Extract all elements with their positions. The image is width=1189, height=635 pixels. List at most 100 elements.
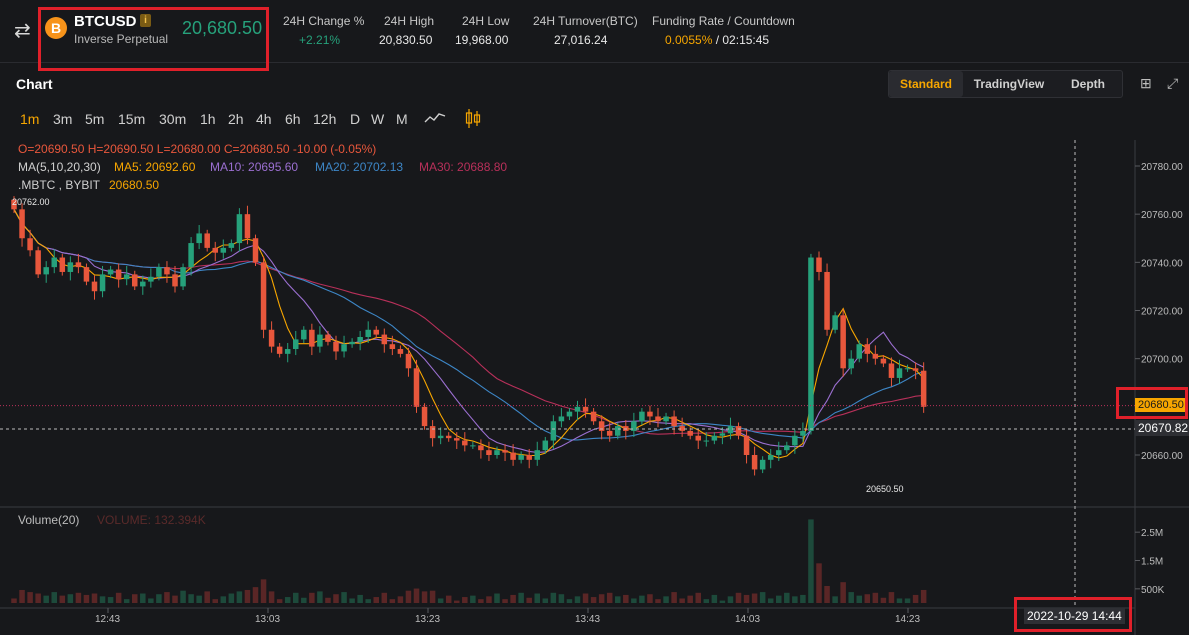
volume-bar <box>832 596 838 603</box>
candle-body <box>284 349 291 354</box>
volume-bar <box>437 598 444 603</box>
candle-body <box>880 358 887 364</box>
candle-body <box>75 262 82 268</box>
symbol-name[interactable]: BTCUSD <box>74 13 137 30</box>
stat-value-turnover: 27,016.24 <box>554 33 608 47</box>
swap-icon[interactable]: ⇄ <box>14 20 31 42</box>
volume-bar <box>864 594 871 603</box>
volume-bar <box>574 596 581 603</box>
candle-body <box>454 438 460 441</box>
volume-bar <box>623 594 629 603</box>
candle-body <box>494 450 500 455</box>
candle-body <box>888 363 895 378</box>
candle-body <box>687 430 693 436</box>
interval-4h[interactable]: 4h <box>256 111 272 127</box>
candle-body <box>244 214 251 239</box>
ma20-legend: MA20: 20702.13 <box>315 160 404 174</box>
volume-bar <box>462 597 468 603</box>
interval-m[interactable]: M <box>396 111 408 127</box>
volume-bar <box>784 592 790 603</box>
candle-body <box>51 257 57 268</box>
candlestick-icon[interactable] <box>465 108 481 130</box>
interval-d[interactable]: D <box>350 111 361 127</box>
volume-bar <box>904 598 911 603</box>
interval-2h[interactable]: 2h <box>228 111 244 127</box>
candle-body <box>421 406 428 427</box>
volume-bar <box>872 592 879 603</box>
price-tick-label: 20780.00 <box>1141 162 1183 173</box>
candle-body <box>510 452 516 460</box>
volume-bar <box>220 596 227 603</box>
volume-bar <box>776 595 782 603</box>
volume-tick-label: 500K <box>1141 585 1165 596</box>
fullscreen-icon[interactable]: ⤢ <box>1167 75 1179 91</box>
ma10-legend: MA10: 20695.60 <box>210 160 299 174</box>
volume-bar <box>204 591 210 603</box>
volume-bar <box>27 592 33 603</box>
index-legend: .MBTC , BYBIT <box>18 178 101 192</box>
volume-bar <box>687 595 693 603</box>
candle-body <box>164 267 170 275</box>
volume-bar <box>888 592 895 603</box>
line-chart-icon[interactable] <box>424 110 446 126</box>
volume-bar <box>252 587 259 603</box>
bitcoin-icon: B <box>45 17 67 39</box>
candle-body <box>486 450 492 455</box>
candle-body <box>341 344 347 352</box>
volume-tick-label: 2.5M <box>1141 528 1163 539</box>
stat-label-change: 24H Change % <box>283 14 365 28</box>
candle-body <box>800 430 806 436</box>
volume-bar <box>389 599 396 603</box>
ma30-legend: MA30: 20688.80 <box>419 160 508 174</box>
volume-bar <box>816 563 822 603</box>
interval-12h[interactable]: 12h <box>313 111 337 127</box>
tab-depth[interactable]: Depth <box>1071 77 1105 91</box>
interval-15m[interactable]: 15m <box>118 111 146 127</box>
volume-bar <box>293 592 299 603</box>
volume-bar <box>679 598 685 603</box>
candle-body <box>325 334 331 342</box>
candle-body <box>11 199 17 210</box>
candle-body <box>196 233 202 244</box>
volume-bar <box>429 590 436 603</box>
interval-6h[interactable]: 6h <box>285 111 301 127</box>
candle-body <box>405 353 412 369</box>
candle-body <box>268 329 275 347</box>
volume-bar <box>767 598 774 603</box>
ma-legend-title: MA(5,10,20,30) <box>18 160 101 174</box>
interval-w[interactable]: W <box>371 111 385 127</box>
info-icon[interactable]: i <box>140 14 151 27</box>
volume-bar <box>365 599 371 603</box>
price-chart[interactable]: 20780.00 20760.00 20740.00 20720.00 20700.00… <box>0 140 1189 635</box>
volume-bar <box>51 592 57 603</box>
candle-body <box>35 250 41 275</box>
volume-bar <box>43 595 49 603</box>
candle-body <box>719 433 726 436</box>
volume-bar <box>751 593 758 603</box>
candle-body <box>276 346 283 354</box>
interval-30m[interactable]: 30m <box>159 111 187 127</box>
interval-1h[interactable]: 1h <box>200 111 216 127</box>
grid-layout-icon[interactable]: ⊞ <box>1140 75 1152 91</box>
interval-3m[interactable]: 3m <box>53 111 73 127</box>
candle-body <box>735 426 742 436</box>
volume-bar <box>276 599 283 603</box>
candle-body <box>598 421 605 431</box>
volume-bar <box>333 594 339 603</box>
interval-1m[interactable]: 1m <box>20 111 40 127</box>
high-marker: 20762.00 <box>12 197 50 208</box>
candle-body <box>727 426 734 434</box>
candle-body <box>840 315 846 369</box>
candle-body <box>767 455 774 460</box>
interval-5m[interactable]: 5m <box>85 111 105 127</box>
time-tick-label: 14:03 <box>735 614 760 625</box>
volume-bar <box>719 600 726 603</box>
candle-body <box>470 445 476 447</box>
volume-bar <box>99 596 106 603</box>
candle-body <box>172 274 178 287</box>
candle-body <box>132 274 138 287</box>
tab-tradingview[interactable]: TradingView <box>973 77 1045 91</box>
volume-bar <box>743 594 750 603</box>
tab-standard[interactable]: Standard <box>889 71 963 97</box>
volume-bar <box>727 596 734 603</box>
